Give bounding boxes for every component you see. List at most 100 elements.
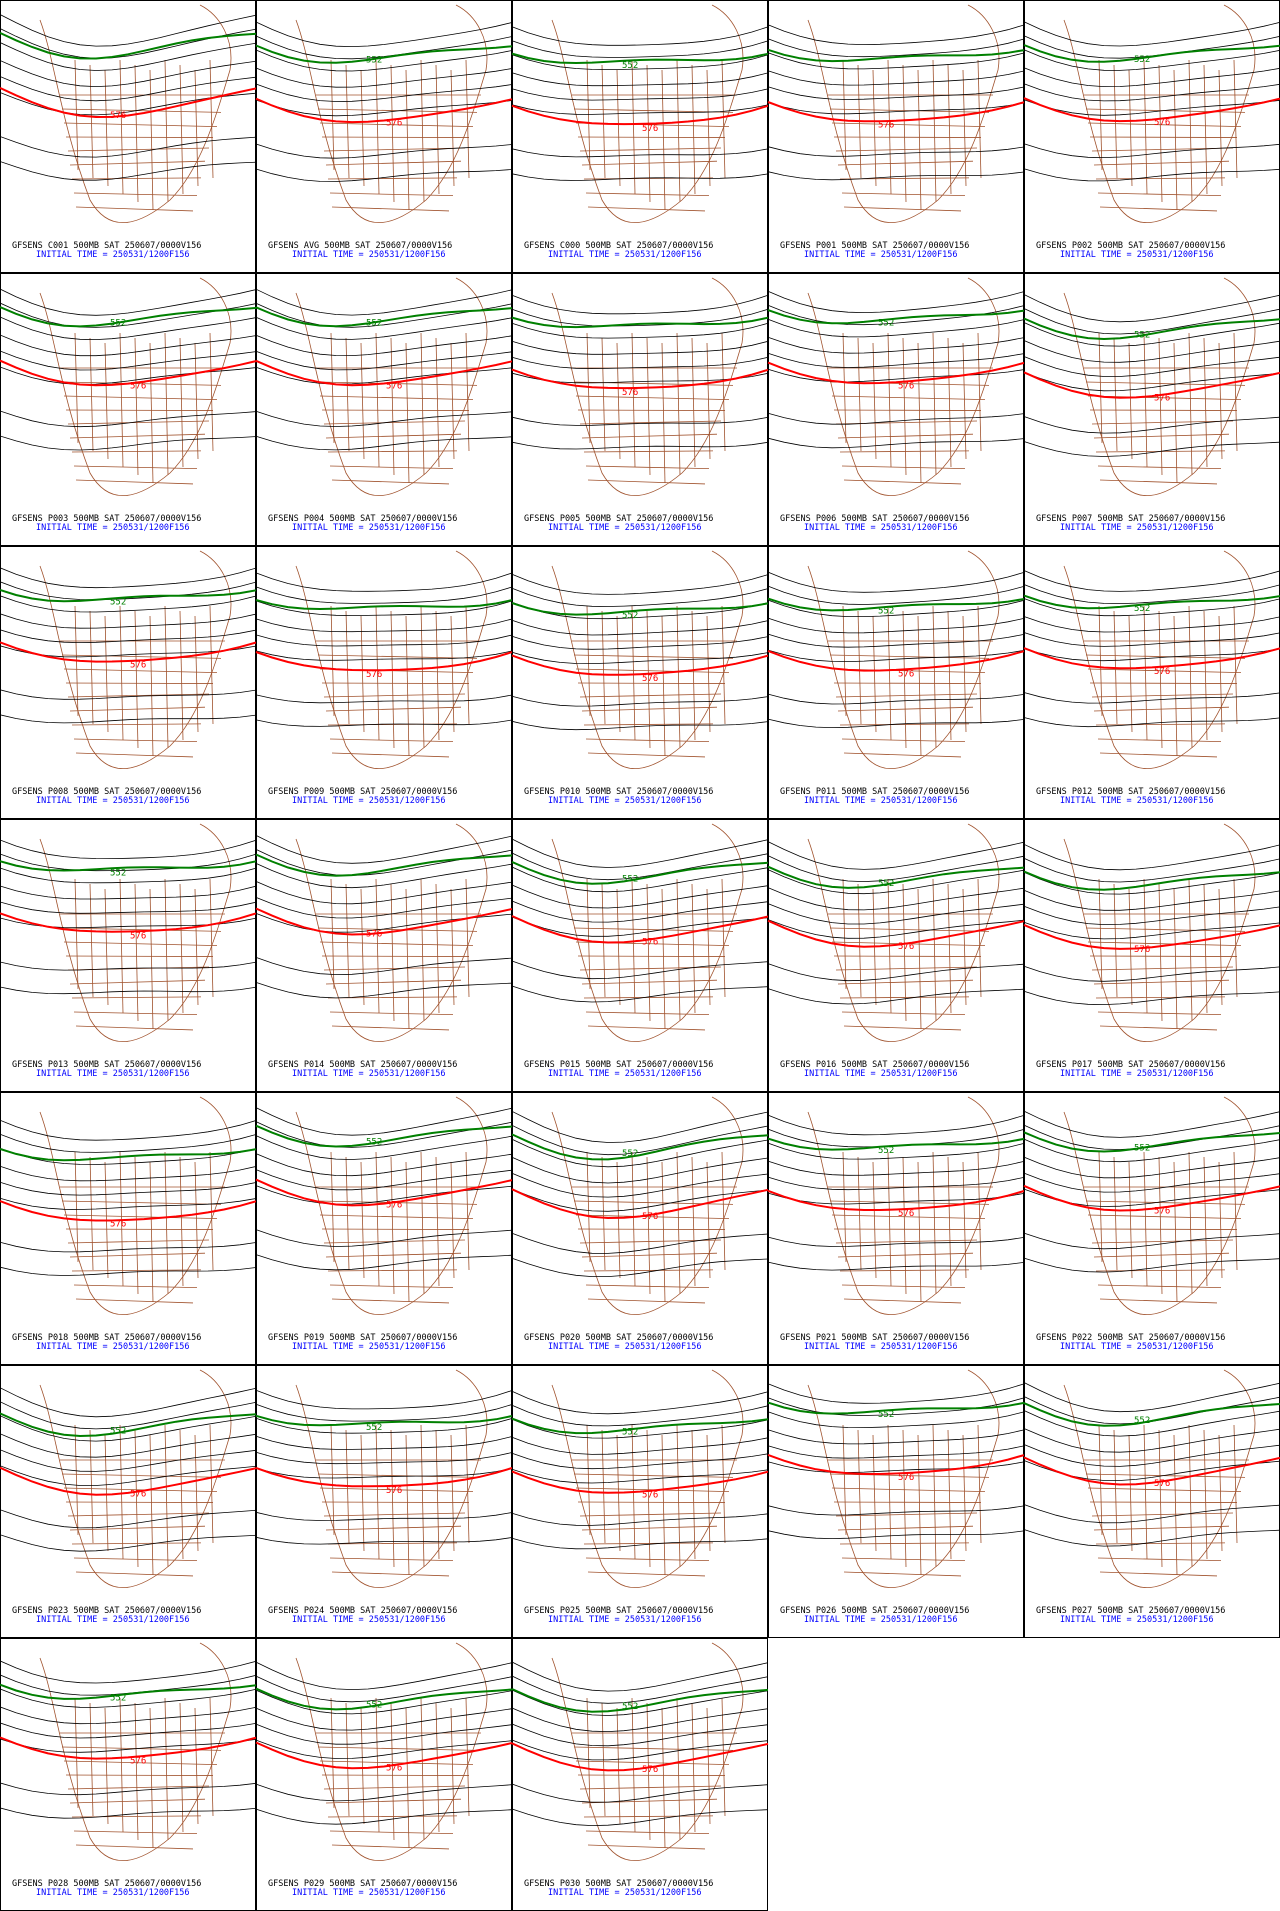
state-line xyxy=(661,69,666,211)
panel-frame xyxy=(1024,546,1280,819)
panel-frame xyxy=(512,819,768,1092)
state-line xyxy=(209,59,214,179)
state-line xyxy=(1128,342,1133,460)
contour xyxy=(767,869,1025,895)
contour xyxy=(511,587,769,607)
state-line xyxy=(586,1424,591,1536)
state-line xyxy=(831,1487,986,1493)
state-line xyxy=(872,615,877,733)
state-line xyxy=(706,1161,711,1279)
state-line xyxy=(360,342,365,460)
state-line xyxy=(833,1501,982,1503)
state-line xyxy=(1188,1424,1193,1568)
state-line xyxy=(706,615,711,733)
contour-label: 576 xyxy=(898,669,914,679)
state-line xyxy=(575,395,730,401)
state-line xyxy=(1087,122,1242,128)
contour xyxy=(255,1467,513,1479)
state-line xyxy=(706,1707,711,1825)
contour-label: 552 xyxy=(878,1146,894,1156)
contour-label: 552 xyxy=(110,868,126,878)
panel-init-time: INITIAL TIME = 250531/1200F156 xyxy=(548,1342,702,1352)
contour xyxy=(1023,1110,1280,1138)
state-line xyxy=(390,1429,395,1568)
map-panel: 552 576 GFSENS P030 500MB SAT 250607/0000V… xyxy=(511,1638,769,1911)
coast-line xyxy=(551,550,744,770)
state-line xyxy=(1233,1151,1238,1271)
contour xyxy=(255,435,513,451)
contour xyxy=(1023,717,1280,728)
map-panel: 576 GFSENS P009 500MB SAT 250607/0000V156… xyxy=(255,546,513,819)
map-outline xyxy=(1063,277,1256,497)
state-line xyxy=(842,878,847,990)
state-line xyxy=(1173,342,1178,484)
contour xyxy=(1023,1444,1280,1467)
contour xyxy=(767,336,1025,354)
contour xyxy=(1023,21,1280,47)
state-line xyxy=(104,69,109,187)
state-line xyxy=(841,465,966,470)
state-line xyxy=(329,1557,454,1562)
contour-label: 552 xyxy=(622,61,638,71)
coast-line xyxy=(295,4,488,224)
contour xyxy=(511,1512,769,1526)
state-line xyxy=(1173,1161,1178,1303)
contour xyxy=(255,1723,513,1745)
state-line xyxy=(63,1760,218,1766)
state-line xyxy=(947,337,952,468)
contour xyxy=(767,988,1025,1005)
state-line xyxy=(857,883,862,998)
state-line xyxy=(67,1785,210,1790)
coast-line xyxy=(39,1096,232,1316)
contour-552 xyxy=(511,1133,769,1161)
contour xyxy=(0,14,257,47)
state-line xyxy=(917,888,922,1030)
state-line xyxy=(932,605,937,749)
state-line xyxy=(1097,1557,1222,1562)
state-line xyxy=(435,1702,440,1833)
state-line xyxy=(833,136,982,138)
state-line xyxy=(1158,610,1163,749)
state-line xyxy=(1233,332,1238,452)
contour xyxy=(255,1808,513,1825)
contour xyxy=(0,853,257,872)
contour xyxy=(511,1172,769,1198)
contour xyxy=(767,855,1025,883)
map-panel: 552 576 GFSENS P002 500MB SAT 250607/0000V… xyxy=(1023,0,1280,273)
state-line xyxy=(74,1424,79,1536)
contour-label: 552 xyxy=(1134,330,1150,340)
state-line xyxy=(831,395,986,401)
panel-frame xyxy=(0,1092,256,1365)
contour xyxy=(255,1739,513,1759)
state-line xyxy=(360,615,365,733)
state-line xyxy=(872,69,877,187)
map-panel: 552 576 GFSENS P027 500MB SAT 250607/0000V… xyxy=(1023,1365,1280,1638)
contour-label: 552 xyxy=(1134,1416,1150,1426)
contour-552 xyxy=(767,1137,1025,1151)
state-line xyxy=(1173,615,1178,757)
contour xyxy=(1023,168,1280,182)
contour xyxy=(255,1185,513,1205)
contour xyxy=(1023,570,1280,592)
panel-init-time: INITIAL TIME = 250531/1200F156 xyxy=(36,1888,190,1898)
state-line xyxy=(360,1434,365,1552)
map-panel: 552 576 GFSENS P029 500MB SAT 250607/0000V… xyxy=(255,1638,513,1911)
state-line xyxy=(839,1269,970,1272)
contour xyxy=(0,867,257,884)
state-line xyxy=(390,1156,395,1295)
panel-init-time: INITIAL TIME = 250531/1200F156 xyxy=(804,1342,958,1352)
contour xyxy=(1023,616,1280,633)
contour-label: 576 xyxy=(642,937,658,947)
state-line xyxy=(330,1697,335,1809)
panel-frame xyxy=(768,546,1024,819)
state-line xyxy=(691,1702,696,1833)
contour-576 xyxy=(255,907,513,936)
state-line xyxy=(616,342,621,460)
map-panel: 552 576 GFSENS P013 500MB SAT 250607/0000V… xyxy=(0,819,257,1092)
state-line xyxy=(420,1151,425,1295)
state-line xyxy=(857,1156,862,1271)
contour-label: 552 xyxy=(622,1702,638,1712)
state-line xyxy=(706,342,711,460)
contour-552 xyxy=(511,602,769,616)
state-line xyxy=(947,64,952,195)
